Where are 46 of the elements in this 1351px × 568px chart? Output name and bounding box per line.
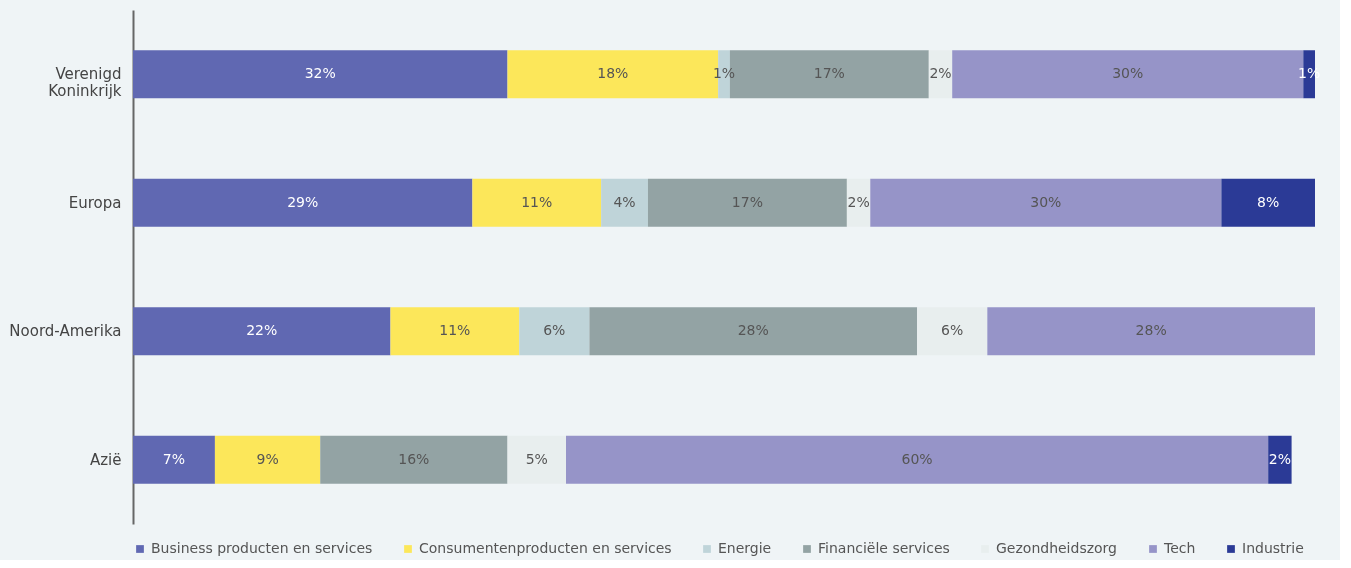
bar xyxy=(133,178,473,227)
y-tick-label: Noord-Amerika xyxy=(9,322,122,341)
bar xyxy=(1268,435,1292,484)
bar xyxy=(390,307,520,356)
data-label: 28% xyxy=(737,322,769,339)
data-label: 11% xyxy=(521,193,553,210)
legend-label: Consumentenproducten en services xyxy=(419,540,672,556)
bar xyxy=(133,50,508,99)
legend-label: Tech xyxy=(1163,540,1196,556)
data-label: 16% xyxy=(398,450,430,467)
bar xyxy=(601,178,648,227)
bar xyxy=(214,435,321,484)
data-label: 30% xyxy=(1030,193,1062,210)
data-label: 18% xyxy=(597,65,629,82)
data-label: 17% xyxy=(731,193,763,210)
data-label: 29% xyxy=(287,193,319,210)
data-label: 7% xyxy=(162,450,186,467)
data-label: 60% xyxy=(901,450,933,467)
data-label: 30% xyxy=(1112,65,1144,82)
data-label: 6% xyxy=(543,322,566,339)
data-label: 4% xyxy=(613,193,636,210)
data-label: 9% xyxy=(256,450,279,467)
y-tick-label: Azië xyxy=(89,450,122,469)
data-label: 22% xyxy=(246,322,278,339)
bar xyxy=(133,435,215,484)
legend-label: Business producten en services xyxy=(151,540,373,556)
y-tick-label: Verenigd Koninkrijk xyxy=(48,65,122,101)
bar xyxy=(472,178,602,227)
data-label: 2% xyxy=(1268,450,1291,467)
bar xyxy=(519,307,590,356)
data-label: 6% xyxy=(941,322,964,339)
bar xyxy=(133,307,391,356)
legend-label: Industrie xyxy=(1242,540,1304,556)
data-label: 28% xyxy=(1135,322,1167,339)
legend-label: Gezondheidszorg xyxy=(996,540,1118,556)
data-label: 11% xyxy=(439,322,471,339)
data-label: 2% xyxy=(929,65,952,82)
legend-label: Financiële services xyxy=(818,540,950,556)
legend-label: Energie xyxy=(718,540,772,556)
data-label: 17% xyxy=(813,65,845,82)
bar xyxy=(1221,178,1315,227)
data-label: 5% xyxy=(525,450,548,467)
data-label: 32% xyxy=(304,65,336,82)
y-tick-label: Europa xyxy=(68,193,122,212)
data-label: 8% xyxy=(1257,193,1280,210)
data-label: 2% xyxy=(847,193,870,210)
